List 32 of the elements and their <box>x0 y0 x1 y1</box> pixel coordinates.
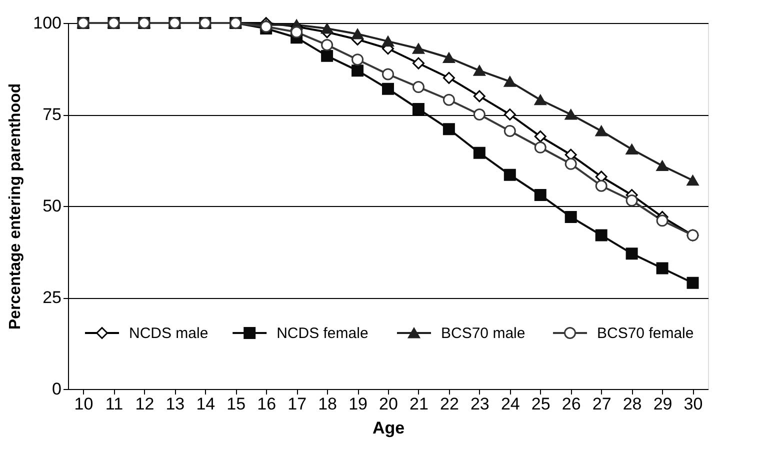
x-tick-label: 19 <box>348 394 368 414</box>
legend-label: NCDS female <box>276 325 368 342</box>
x-tick-label: 23 <box>470 394 490 414</box>
x-tick-label: 25 <box>531 394 550 414</box>
x-tick-label: 30 <box>684 394 703 414</box>
x-tick-label: 22 <box>440 394 459 414</box>
y-tick-label: 25 <box>42 288 62 307</box>
y-tick-label: 50 <box>42 196 62 216</box>
x-tick-label: 28 <box>622 394 642 414</box>
x-tick-label: 27 <box>592 394 612 414</box>
x-tick-label: 17 <box>288 394 307 414</box>
y-axis-title: Percentage entering parenthood <box>7 83 24 330</box>
x-tick-label: 18 <box>318 394 338 414</box>
x-tick-label: 13 <box>166 394 185 414</box>
x-tick-label: 20 <box>379 394 398 414</box>
x-tick-label: 24 <box>500 394 520 414</box>
x-tick-label: 15 <box>226 394 246 414</box>
y-tick-label: 0 <box>52 380 62 398</box>
y-tick-label: 100 <box>33 14 62 32</box>
x-axis-title: Age <box>372 418 405 438</box>
x-tick-label: 16 <box>257 394 276 414</box>
x-tick-label: 10 <box>74 394 94 414</box>
x-tick-label: 11 <box>105 394 124 414</box>
x-tick-label: 21 <box>410 394 428 414</box>
legend-label: BCS70 male <box>441 325 526 342</box>
y-tick-label: 75 <box>42 105 62 124</box>
legend-label: BCS70 female <box>597 325 694 342</box>
legend-label: NCDS male <box>129 325 208 342</box>
x-tick-label: 14 <box>196 394 216 414</box>
x-tick-label: 12 <box>135 394 154 414</box>
x-tick-label: 26 <box>562 394 581 414</box>
x-tick-label: 29 <box>653 394 672 414</box>
